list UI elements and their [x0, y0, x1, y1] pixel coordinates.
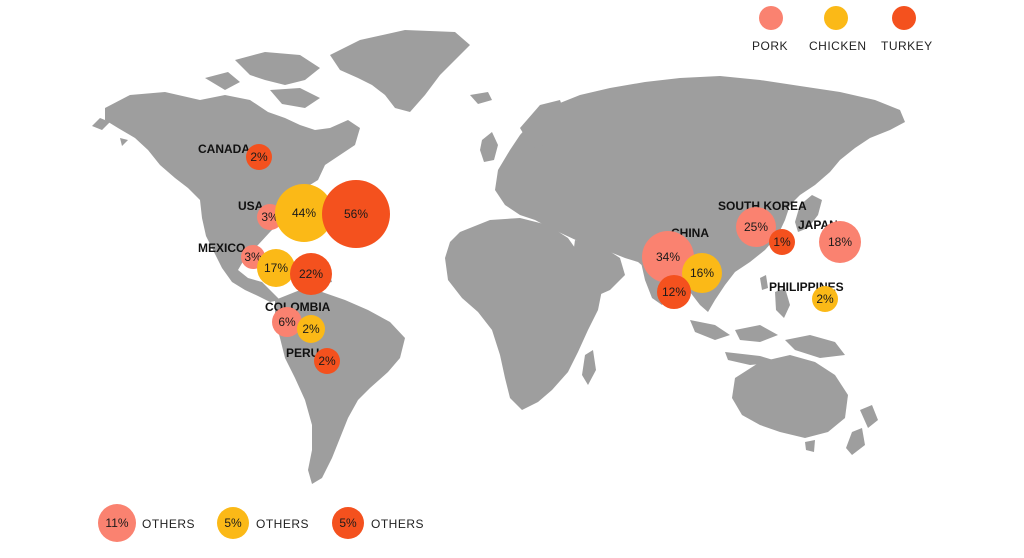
label-south-korea: SOUTH KOREA [718, 199, 807, 213]
bubble-label-mexico-pork: 3% [244, 250, 262, 264]
bubble-colombia-pork [272, 307, 302, 337]
land-eurasia [495, 76, 905, 312]
land-australia [732, 355, 848, 438]
label-usa: USA [238, 199, 264, 213]
bubble-label-usa-turkey: 56% [344, 207, 368, 221]
others-chicken-value: 5% [224, 516, 242, 530]
bubble-china-chicken [682, 253, 722, 293]
land-philippines [775, 288, 790, 318]
others-turkey-value: 5% [339, 516, 357, 530]
others-row: 11% OTHERS 5% OTHERS 5% OTHERS [98, 504, 424, 542]
bubble-usa-chicken [275, 184, 333, 242]
bubble-label-peru-turkey: 2% [318, 354, 336, 368]
bubble-mexico-chicken [257, 249, 295, 287]
label-canada: CANADA [198, 142, 250, 156]
bubbles: 2%3% 44% 56%3%17% 22%6% 2%2%34%16%12%25%1% 18… [241, 144, 861, 374]
others-chicken-text: OTHERS [256, 517, 309, 531]
legend-swatch-chicken [824, 6, 848, 30]
legend-swatch-pork [759, 6, 783, 30]
land-masses [92, 30, 905, 484]
land-new-zealand [846, 405, 878, 455]
land-africa [445, 218, 602, 410]
land-taiwan [760, 275, 768, 290]
bubble-label-japan-pork: 18% [828, 235, 852, 249]
bubble-label-colombia-chicken: 2% [302, 322, 320, 336]
land-iceland [470, 92, 492, 104]
bubble-label-china-turkey: 12% [662, 285, 686, 299]
others-pork-text: OTHERS [142, 517, 195, 531]
land-arctic-islands [205, 52, 320, 108]
bubble-japan-pork [819, 221, 861, 263]
land-alaska [92, 118, 128, 146]
bubble-label-china-chicken: 16% [690, 266, 714, 280]
bubble-label-canada-turkey: 2% [250, 150, 268, 164]
land-japan [795, 195, 822, 232]
bubble-label-usa-pork: 3% [261, 210, 279, 224]
legend-label-pork: PORK [752, 39, 788, 53]
bubble-label-mexico-chicken: 17% [264, 261, 288, 275]
bubble-label-china-pork: 34% [656, 250, 680, 264]
label-mexico: MEXICO [198, 241, 245, 255]
land-scandinavia [520, 100, 565, 148]
bubble-label-south-korea-turkey: 1% [773, 235, 791, 249]
others-chicken-bubble [217, 507, 249, 539]
others-turkey-text: OTHERS [371, 517, 424, 531]
bubble-label-colombia-pork: 6% [278, 315, 296, 329]
others-pork-value: 11% [105, 516, 128, 530]
bubble-south-korea-pork [736, 207, 776, 247]
bubble-label-south-korea-pork: 25% [744, 220, 768, 234]
land-north-america [105, 92, 360, 302]
land-greenland [330, 30, 470, 112]
bubble-china-pork [642, 231, 694, 283]
bubble-china-turkey [657, 275, 691, 309]
land-british-isles [480, 132, 498, 162]
bubble-usa-turkey [322, 180, 390, 248]
bubble-colombia-chicken [297, 315, 325, 343]
label-peru: PERU [286, 346, 319, 360]
land-tasmania [805, 440, 815, 452]
legend-swatch-turkey [892, 6, 916, 30]
others-turkey-bubble [332, 507, 364, 539]
bubble-label-philippines-chicken: 2% [816, 292, 834, 306]
legend-label-chicken: CHICKEN [809, 39, 867, 53]
bubble-philippines-chicken [812, 286, 838, 312]
bubble-peru-turkey [314, 348, 340, 374]
land-madagascar [582, 350, 596, 385]
bubble-canada-turkey [246, 144, 272, 170]
bubble-mexico-turkey [290, 253, 332, 295]
land-indonesia [690, 320, 845, 365]
others-pork-bubble [98, 504, 136, 542]
legend: PORK CHICKEN TURKEY [752, 6, 933, 53]
bubble-south-korea-turkey [769, 229, 795, 255]
bubble-label-usa-chicken: 44% [292, 206, 316, 220]
legend-label-turkey: TURKEY [881, 39, 933, 53]
bubble-label-mexico-turkey: 22% [299, 267, 323, 281]
